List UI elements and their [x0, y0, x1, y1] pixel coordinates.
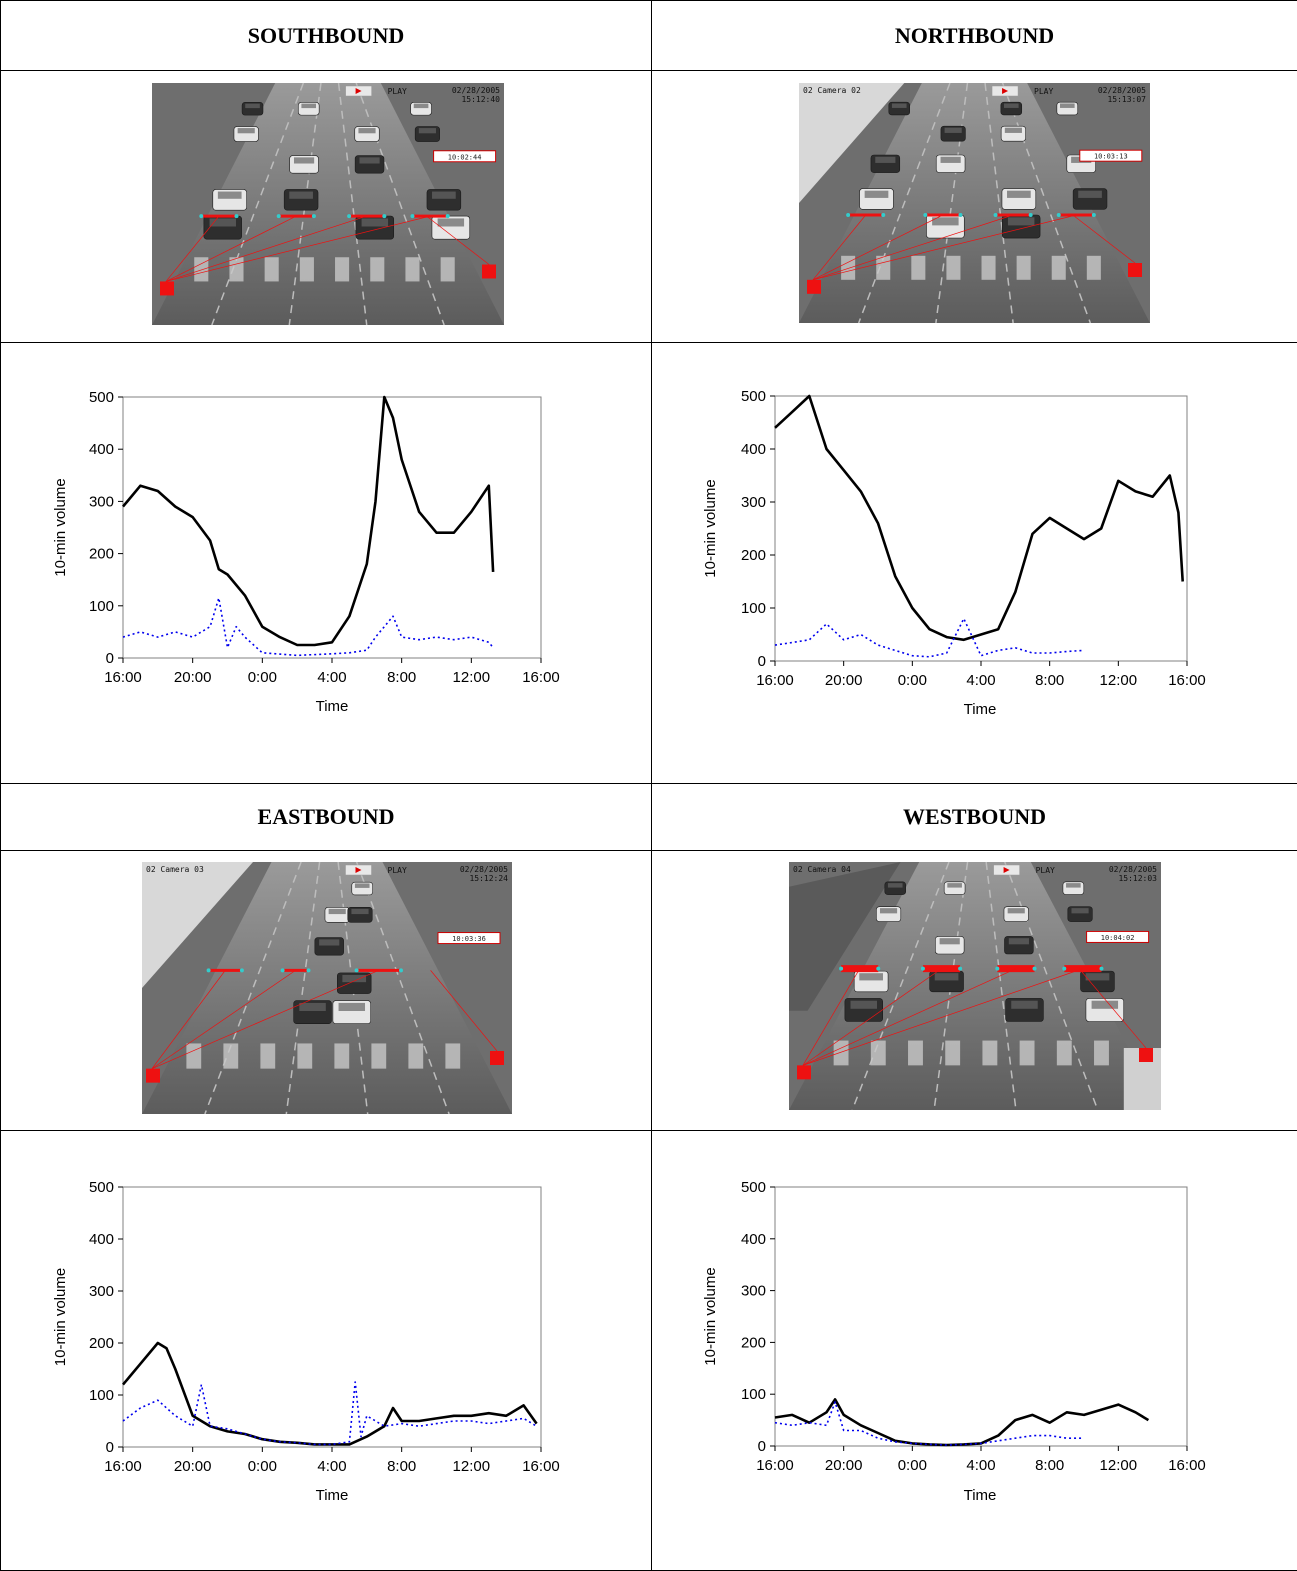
table-cell: [651, 342, 1297, 784]
panel-heading: SOUTHBOUND: [247, 22, 405, 48]
table-cell: EASTBOUND: [0, 783, 652, 851]
panel-heading: EASTBOUND: [257, 804, 395, 829]
camera-label: 02 Camera 03: [146, 865, 204, 874]
detector-tag: [490, 1051, 504, 1065]
timestamp-box: 10:04:02: [1101, 934, 1135, 942]
camera-snapshot: PLAY 02/28/2005 15:12:40 10:02:44: [152, 83, 504, 325]
timestamp-box: 10:03:13: [1094, 153, 1128, 161]
table-cell: [0, 1130, 652, 1571]
table-cell: NORTHBOUND: [651, 0, 1297, 71]
table-cell: [0, 342, 652, 784]
timestamp-box: 10:02:44: [448, 153, 482, 161]
panel-heading: NORTHBOUND: [894, 22, 1055, 48]
detector-tag: [1139, 1048, 1153, 1062]
detector-tag: [482, 264, 496, 279]
camera-mode: PLAY: [1036, 866, 1055, 875]
camera-snapshot: 02 Camera 04 PLAY 02/28/2005 15:12:03 10:04:…: [789, 862, 1161, 1110]
detector-tag: [146, 1068, 160, 1083]
timestamp-box: 10:03:36: [452, 935, 486, 943]
table-cell: [651, 1130, 1297, 1571]
camera-mode: PLAY: [1034, 87, 1053, 96]
camera-snapshot: 02 Camera 03 PLAY 02/28/2005 15:12:24 10:03:…: [142, 862, 512, 1114]
camera-time: 15:12:03: [1118, 874, 1157, 883]
camera-snapshot: 02 Camera 02 PLAY 02/28/2005 15:13:07 10:03:…: [799, 83, 1150, 323]
camera-date: 02/28/2005: [460, 865, 508, 874]
camera-time: 15:12:24: [469, 874, 508, 883]
detector-tag: [160, 281, 174, 296]
table-cell: WESTBOUND: [651, 783, 1297, 851]
camera-label: 02 Camera 04: [793, 865, 851, 874]
camera-date: 02/28/2005: [452, 86, 500, 95]
camera-mode: PLAY: [388, 866, 407, 875]
camera-date: 02/28/2005: [1098, 86, 1146, 95]
panel-heading: WESTBOUND: [902, 804, 1047, 829]
camera-date: 02/28/2005: [1109, 865, 1157, 874]
camera-label: 02 Camera 02: [803, 86, 861, 95]
detector-tag: [1128, 263, 1142, 277]
camera-mode: PLAY: [388, 87, 407, 96]
detector-tag: [807, 279, 821, 294]
camera-time: 15:13:07: [1107, 95, 1146, 104]
camera-time: 15:12:40: [461, 95, 500, 104]
detector-tag: [797, 1065, 811, 1080]
table-cell: SOUTHBOUND: [0, 0, 652, 71]
